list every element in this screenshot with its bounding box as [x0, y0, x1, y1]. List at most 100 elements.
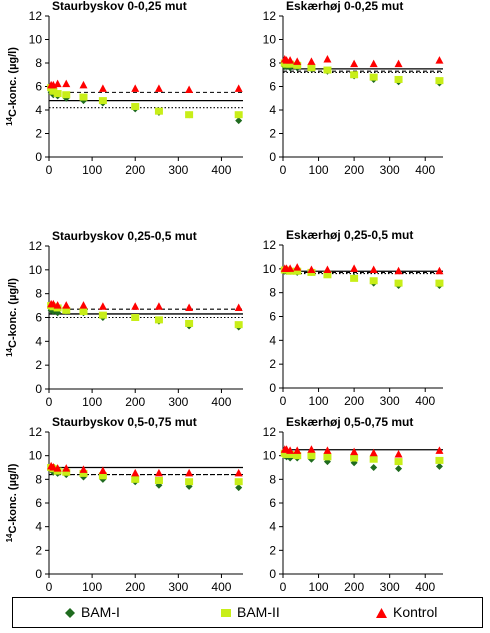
x-tick-label: 400	[211, 163, 231, 177]
x-tick-label: 0	[280, 580, 287, 594]
y-tick-label: 10	[29, 263, 43, 277]
chart-panel-1: Staurbyskov 0-0,25 mut 0 2 4 6 8 10 12 0 100 200 30…	[5, 0, 243, 177]
data-point-kontrol	[53, 464, 62, 472]
y-tick-label: 12	[263, 425, 277, 439]
data-point-kontrol	[369, 448, 378, 457]
data-point-kontrol	[185, 468, 194, 477]
y-tick-label: 0	[35, 382, 42, 396]
data-point-bam-ii	[185, 319, 194, 327]
x-tick-label: 400	[415, 163, 435, 177]
x-tick-label: 400	[415, 580, 435, 594]
data-point-kontrol	[79, 301, 88, 309]
chart-title: Staurbyskov 0-0,25 mut	[52, 0, 187, 13]
legend-item-bam-ii: BAM-II	[221, 604, 280, 620]
data-point-kontrol	[307, 57, 316, 65]
data-point-kontrol	[131, 302, 140, 310]
diamond-marker-icon	[65, 608, 75, 619]
y-axis-label: 14C-konc. (µg/l)	[5, 278, 20, 357]
y-tick-label: 10	[263, 262, 277, 276]
data-point-kontrol	[323, 446, 332, 454]
x-tick-label: 200	[125, 395, 145, 409]
data-point-kontrol	[369, 265, 378, 274]
data-point-kontrol	[307, 265, 316, 274]
x-tick-label: 100	[309, 163, 329, 177]
chart-panel-4: Eskærhøj 0,25-0,5 mut 0 2 4 6 8 10 12 0 100 200 300…	[263, 228, 444, 408]
y-tick-label: 4	[269, 103, 276, 117]
data-point-kontrol	[131, 84, 140, 92]
y-tick-label: 2	[35, 127, 42, 141]
data-point-bam-ii	[369, 277, 378, 285]
y-tick-label: 8	[269, 56, 276, 70]
data-point-kontrol	[98, 84, 107, 92]
y-tick-label: 6	[269, 80, 276, 94]
data-point-bam-ii	[234, 111, 243, 119]
data-point-kontrol	[293, 57, 302, 65]
data-point-kontrol	[98, 302, 107, 310]
data-point-kontrol	[234, 84, 243, 92]
y-tick-label: 12	[263, 238, 277, 252]
y-tick-label: 8	[35, 287, 42, 301]
data-point-bam-ii	[154, 477, 163, 485]
y-tick-label: 4	[35, 334, 42, 348]
y-tick-label: 0	[269, 381, 276, 395]
data-point-kontrol	[323, 54, 332, 63]
y-tick-label: 6	[35, 80, 42, 94]
y-tick-label: 10	[263, 449, 277, 463]
data-point-kontrol	[394, 266, 403, 275]
data-point-kontrol	[154, 302, 163, 310]
data-point-bam-ii	[98, 97, 107, 105]
data-point-kontrol	[154, 84, 163, 92]
data-point-kontrol	[394, 59, 403, 68]
data-point-bam-ii	[286, 60, 295, 68]
x-tick-label: 200	[125, 580, 145, 594]
data-point-kontrol	[350, 59, 359, 68]
y-tick-label: 2	[269, 357, 276, 371]
chart-title: Eskærhøj 0-0,25 mut	[286, 0, 403, 13]
data-point-bam-ii	[98, 311, 107, 319]
chart-panel-3: Staurbyskov 0,25-0,5 mut 0 2 4 6 8 10 12 0 100 200…	[5, 229, 243, 409]
y-tick-label: 6	[269, 496, 276, 510]
data-point-bam-ii	[62, 91, 71, 99]
chart-panel-5: Staurbyskov 0,5-0,75 mut 0 2 4 6 8 10 12 0 100 200…	[5, 415, 243, 594]
data-point-bam-ii	[234, 321, 243, 329]
data-point-kontrol	[293, 446, 302, 454]
data-point-bam-ii	[79, 308, 88, 316]
data-point-bam-ii	[394, 75, 403, 83]
x-tick-label: 400	[211, 395, 231, 409]
data-point-kontrol	[98, 466, 107, 475]
data-point-kontrol	[286, 446, 295, 454]
x-tick-label: 0	[280, 394, 287, 408]
data-point-bam-i	[370, 464, 378, 471]
data-point-kontrol	[286, 264, 295, 272]
x-tick-label: 0	[46, 580, 53, 594]
data-point-bam-ii	[62, 468, 71, 476]
data-point-bam-ii	[286, 450, 295, 458]
x-tick-label: 300	[168, 395, 188, 409]
data-point-bam-ii	[185, 111, 194, 119]
data-point-bam-ii	[131, 102, 140, 110]
x-tick-label: 0	[46, 163, 53, 177]
chart-title: Staurbyskov 0,25-0,5 mut	[52, 229, 197, 243]
y-tick-label: 0	[35, 567, 42, 581]
data-point-bam-ii	[435, 279, 444, 287]
data-point-kontrol	[435, 56, 444, 64]
y-tick-label: 12	[29, 425, 43, 439]
y-tick-label: 12	[29, 239, 43, 253]
data-point-kontrol	[53, 79, 62, 88]
data-point-kontrol	[79, 465, 88, 473]
x-tick-label: 200	[344, 163, 364, 177]
square-marker-icon	[221, 609, 231, 618]
legend-box: BAM-I BAM-II Kontrol	[12, 597, 483, 628]
x-tick-label: 200	[344, 394, 364, 408]
y-tick-label: 4	[35, 520, 42, 534]
x-tick-label: 100	[82, 580, 102, 594]
y-tick-label: 10	[29, 33, 43, 47]
data-point-bam-ii	[79, 469, 88, 477]
data-point-bam-ii	[369, 455, 378, 463]
triangle-marker-icon	[376, 608, 387, 619]
y-tick-label: 8	[269, 472, 276, 486]
data-point-kontrol	[350, 447, 359, 456]
data-point-kontrol	[62, 301, 71, 309]
data-point-bam-ii	[154, 316, 163, 324]
